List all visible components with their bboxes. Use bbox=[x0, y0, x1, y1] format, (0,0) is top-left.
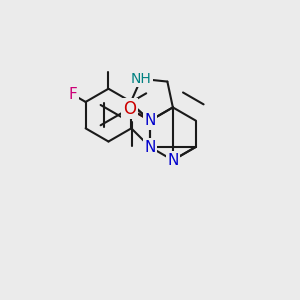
Text: F: F bbox=[69, 87, 77, 102]
Text: NH: NH bbox=[131, 72, 152, 86]
Text: N: N bbox=[144, 113, 156, 128]
Text: O: O bbox=[123, 100, 136, 118]
Text: N: N bbox=[167, 153, 178, 168]
Text: N: N bbox=[144, 140, 156, 154]
